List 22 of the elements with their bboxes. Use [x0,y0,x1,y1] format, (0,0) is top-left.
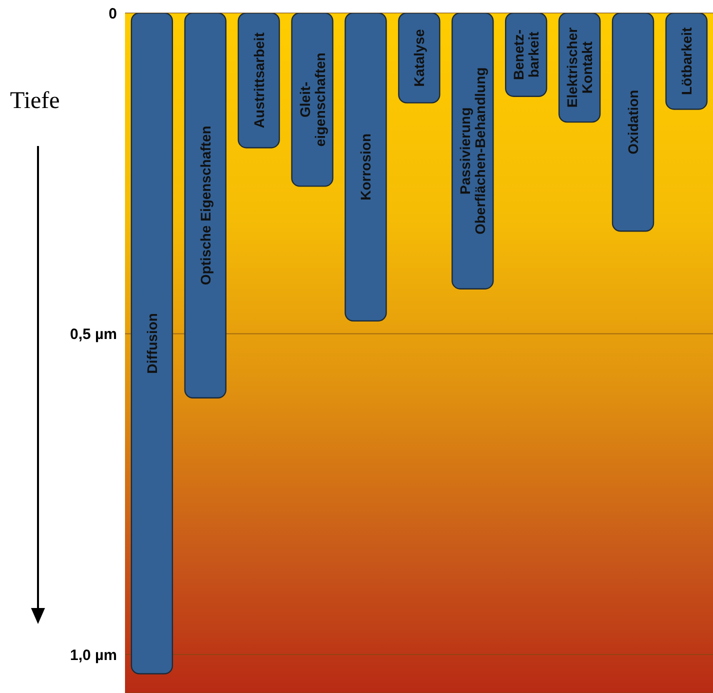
x-tick-label: Katalyse [411,28,428,87]
x-tick-label: Gleit- eigenschaften [296,52,328,147]
x-tick-label: Lötbarkeit [678,26,694,95]
bar [398,13,440,104]
bar [130,13,174,674]
bar [344,13,387,322]
bar [291,13,334,187]
x-tick-label: Elektrischer Kontakt [564,26,596,108]
x-tick-label: Oxidation [625,90,642,154]
x-tick-label: Passivierung Oberflächen-Behandlung [457,67,488,235]
x-tick-label: Diffusion [144,313,160,374]
bar [238,13,280,148]
x-tick-label: Benetz- barkeit [510,29,542,80]
x-tick-label: Optische Eigenschaften [197,126,214,286]
bar [612,13,654,232]
x-tick-label: Korrosion [358,134,374,200]
y-tick-label: 0 [108,5,117,22]
bar [184,13,226,399]
x-tick-label: Austrittsarbeit [250,32,267,128]
y-tick-label: 1,0 µm [70,646,117,664]
y-axis-title: Tiefe [10,88,60,115]
y-tick-label: 0,5 µm [70,326,117,344]
